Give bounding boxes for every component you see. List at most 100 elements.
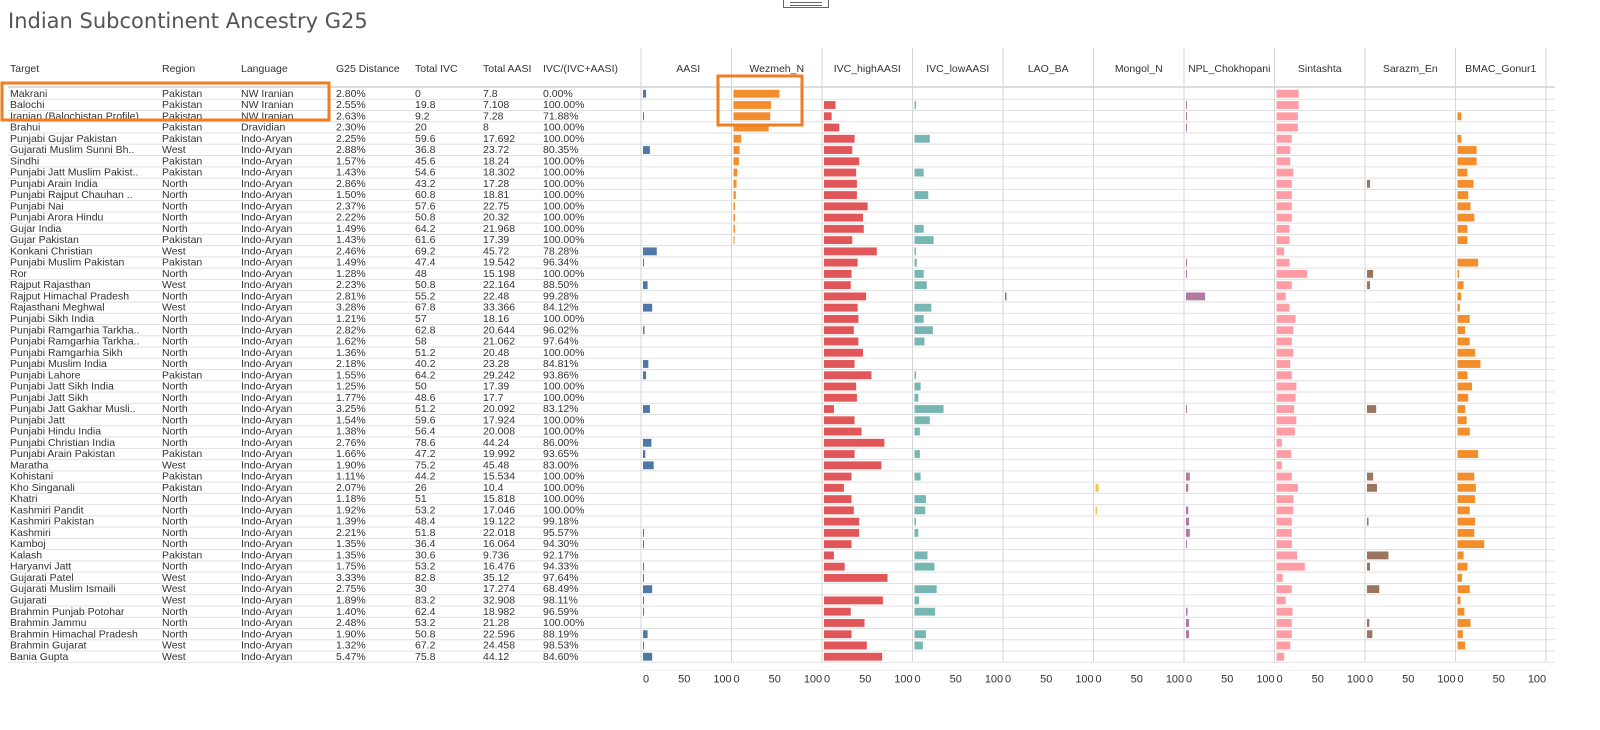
table-cell: 1.35%	[336, 538, 366, 550]
drag-handle-icon[interactable]	[783, 0, 829, 8]
data-bar	[1186, 112, 1187, 121]
table-cell: Brahmin Himachal Pradesh	[10, 628, 138, 640]
axis-tick-label: 0	[733, 673, 739, 685]
data-bar	[733, 157, 739, 166]
data-bar	[824, 224, 864, 233]
data-bar	[1186, 269, 1187, 278]
data-bar	[1457, 405, 1466, 413]
table-cell: 97.64%	[543, 336, 579, 348]
data-bar	[824, 438, 885, 447]
table-cell: Indo-Aryan	[241, 538, 293, 550]
table-cell: Punjabi Jatt Gakhar Musli..	[10, 403, 135, 415]
axis-tick-label: 0	[1276, 673, 1282, 685]
data-bar	[914, 528, 919, 537]
table-cell: 7.28	[483, 110, 504, 122]
table-cell: 19.992	[483, 448, 515, 460]
axis-tick-label: 100	[1075, 673, 1093, 685]
data-bar	[824, 596, 883, 605]
table-cell: 18.81	[483, 189, 509, 201]
data-bar	[1276, 438, 1282, 447]
data-bar	[643, 641, 644, 650]
table-cell: Indo-Aryan	[241, 358, 293, 370]
table-cell: 15.818	[483, 493, 515, 505]
data-bar	[1367, 281, 1371, 290]
table-cell: Punjabi Rajput Chauhan ..	[10, 189, 133, 201]
table-cell: 59.6	[415, 133, 436, 145]
table-cell: 51.2	[415, 347, 436, 359]
table-cell: 3.25%	[336, 403, 366, 415]
data-bar	[824, 236, 853, 245]
data-bar	[1276, 619, 1292, 627]
data-bar	[1457, 450, 1479, 458]
data-bar	[1457, 562, 1468, 571]
table-cell: 23.72	[483, 144, 509, 156]
table-cell: 1.57%	[336, 155, 366, 167]
table-cell: Haryanvi Jatt	[10, 561, 71, 573]
data-bar	[1457, 236, 1468, 245]
data-bar	[1457, 337, 1470, 346]
data-bar	[1457, 596, 1461, 605]
table-cell: Konkani Christian	[10, 245, 92, 257]
table-cell: 15.534	[483, 471, 515, 483]
data-bar	[824, 123, 840, 132]
table-cell: 1.43%	[336, 234, 366, 246]
table-cell: 33.366	[483, 302, 515, 314]
table-cell: 75.2	[415, 459, 436, 471]
table-cell: Pakistan	[162, 482, 202, 494]
table-cell: 58	[415, 336, 427, 348]
data-bar	[824, 607, 851, 616]
table-cell: 88.50%	[543, 279, 579, 291]
data-bar	[824, 191, 857, 199]
table-cell: 95.57%	[543, 527, 579, 539]
table-cell: Indo-Aryan	[241, 178, 293, 190]
table-cell: 100.00%	[543, 167, 584, 179]
table-cell: North	[162, 504, 188, 516]
data-bar	[1276, 630, 1292, 639]
table-cell: 100.00%	[543, 381, 584, 393]
table-cell: 82.8	[415, 572, 436, 584]
data-bar	[1276, 551, 1298, 560]
table-cell: 100.00%	[543, 189, 584, 201]
table-cell: 50.8	[415, 212, 436, 224]
table-cell: 100.00%	[543, 504, 584, 516]
table-cell: Punjabi Ramgarhia Tarkha..	[10, 336, 139, 348]
highlight-box	[0, 81, 331, 122]
table-cell: West	[162, 640, 186, 652]
table-cell: North	[162, 606, 188, 618]
table-cell: 100.00%	[543, 347, 584, 359]
data-bar	[1276, 596, 1286, 605]
dashboard-title: Indian Subcontinent Ancestry G25	[8, 9, 368, 33]
table-cell: 45.72	[483, 245, 509, 257]
data-bar	[1457, 168, 1468, 177]
data-bar	[1186, 517, 1190, 526]
table-cell: 100.00%	[543, 178, 584, 190]
table-cell: North	[162, 516, 188, 528]
table-cell: Indo-Aryan	[241, 189, 293, 201]
table-cell: 86.00%	[543, 437, 579, 449]
table-cell: Pakistan	[162, 167, 202, 179]
data-bar	[1276, 450, 1292, 458]
axis-tick-label: 50	[950, 673, 962, 685]
table-cell: Indo-Aryan	[241, 459, 293, 471]
table-cell: 2.88%	[336, 144, 366, 156]
table-cell: North	[162, 189, 188, 201]
panel-header: NPL_Chokhopani	[1188, 63, 1270, 75]
table-cell: 47.4	[415, 257, 436, 269]
data-bar	[1276, 123, 1298, 132]
table-cell: Indo-Aryan	[241, 426, 293, 438]
data-bar	[1276, 461, 1282, 470]
table-cell: 100.00%	[543, 155, 584, 167]
data-bar	[733, 191, 736, 199]
data-bar	[1005, 292, 1007, 301]
table-cell: 2.46%	[336, 245, 366, 257]
table-cell: Sindhi	[10, 155, 39, 167]
table-cell: 53.2	[415, 561, 436, 573]
table-cell: Pakistan	[162, 234, 202, 246]
table-cell: 44.2	[415, 471, 436, 483]
data-bar	[643, 596, 644, 605]
table-cell: 1.49%	[336, 223, 366, 235]
table-cell: Punjabi Jatt Sikh	[10, 392, 88, 404]
data-bar	[1457, 427, 1470, 436]
table-cell: 32.908	[483, 595, 515, 607]
table-cell: 54.6	[415, 167, 436, 179]
